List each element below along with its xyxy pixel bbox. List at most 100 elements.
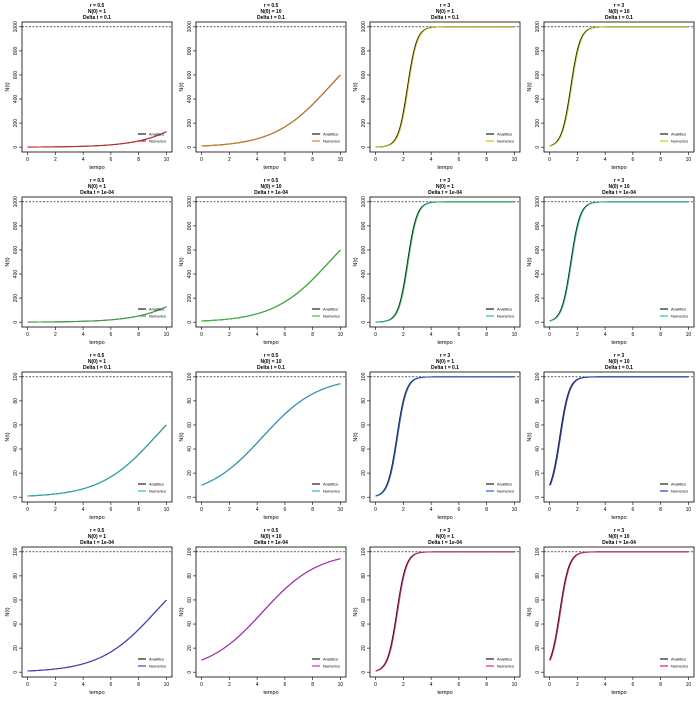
- x-tick-label: 10: [164, 507, 170, 513]
- legend-analitico-label: Analitico: [323, 132, 339, 137]
- x-tick-label: 4: [256, 507, 259, 513]
- x-tick-label: 8: [137, 507, 140, 513]
- y-tick-label: 0: [535, 496, 541, 499]
- y-tick-label: 40: [361, 446, 367, 452]
- x-tick-label: 8: [137, 157, 140, 163]
- y-axis-label: N(t): [353, 432, 359, 441]
- x-tick-label: 2: [54, 157, 57, 163]
- legend-numerico-label: Numerico: [149, 314, 167, 319]
- y-tick-label: 0: [361, 321, 367, 324]
- panel-title-line: N(0) = 1: [88, 9, 106, 15]
- x-tick-label: 6: [457, 682, 460, 688]
- x-tick-label: 0: [548, 682, 551, 688]
- x-tick-label: 10: [512, 507, 518, 513]
- y-tick-label: 80: [13, 573, 19, 579]
- plot-frame: [543, 371, 695, 503]
- legend-numerico-label: Numerico: [671, 489, 689, 494]
- panel-title-line: Delta t = 1e-04: [80, 540, 114, 546]
- x-tick-label: 10: [338, 332, 344, 338]
- y-tick-label: 0: [535, 146, 541, 149]
- series-numerico-line: [375, 551, 515, 672]
- y-tick-label: 600: [361, 71, 367, 80]
- x-tick-label: 0: [26, 332, 29, 338]
- y-tick-label: 800: [13, 221, 19, 230]
- y-tick-label: 1000: [361, 21, 367, 32]
- plot-frame: [543, 21, 695, 153]
- series-numerico-line: [549, 376, 689, 486]
- x-tick-label: 10: [686, 332, 692, 338]
- series-analitico-line: [549, 26, 689, 147]
- x-tick-label: 6: [631, 682, 634, 688]
- legend-analitico-label: Analitico: [149, 132, 165, 137]
- x-tick-label: 2: [576, 507, 579, 513]
- legend-numerico-label: Numerico: [323, 139, 341, 144]
- y-tick-label: 800: [187, 46, 193, 55]
- x-tick-label: 2: [402, 507, 405, 513]
- plot-frame: [369, 21, 521, 153]
- series-numerico-line: [375, 376, 515, 497]
- y-axis-label: N(t): [527, 607, 533, 616]
- legend-analitico-label: Analitico: [149, 482, 165, 487]
- y-tick-label: 200: [361, 119, 367, 128]
- y-tick-label: 100: [13, 547, 19, 556]
- y-tick-label: 60: [361, 597, 367, 603]
- y-tick-label: 0: [13, 671, 19, 674]
- x-tick-label: 2: [228, 332, 231, 338]
- x-tick-label: 6: [631, 157, 634, 163]
- x-axis-label: tempo: [263, 515, 278, 521]
- series-numerico-line: [201, 558, 341, 661]
- x-tick-label: 0: [200, 332, 203, 338]
- x-tick-label: 2: [402, 682, 405, 688]
- panel-title-line: r = 0.5: [264, 353, 279, 359]
- x-tick-label: 4: [430, 682, 433, 688]
- panel-title-line: N(0) = 10: [609, 534, 630, 540]
- series-analitico-line: [27, 424, 167, 497]
- series-analitico-line: [549, 551, 689, 661]
- legend-analitico-label: Analitico: [671, 307, 687, 312]
- plot-frame: [21, 196, 173, 328]
- panel-title-line: r = 3: [614, 353, 625, 359]
- panel-title-line: N(0) = 10: [609, 9, 630, 15]
- panel-title-line: N(0) = 1: [436, 9, 454, 15]
- y-tick-label: 20: [535, 645, 541, 651]
- y-tick-label: 100: [361, 547, 367, 556]
- y-tick-label: 200: [187, 119, 193, 128]
- legend-analitico-label: Analitico: [323, 307, 339, 312]
- x-tick-label: 2: [54, 332, 57, 338]
- y-tick-label: 80: [187, 398, 193, 404]
- x-axis-label: tempo: [263, 165, 278, 171]
- y-axis-label: N(t): [5, 257, 11, 266]
- x-tick-label: 0: [200, 157, 203, 163]
- x-tick-label: 8: [485, 332, 488, 338]
- panel-title-line: N(0) = 10: [609, 184, 630, 190]
- y-tick-label: 400: [13, 95, 19, 104]
- plot-frame: [195, 196, 347, 328]
- y-tick-label: 800: [187, 221, 193, 230]
- x-tick-label: 4: [430, 507, 433, 513]
- y-tick-label: 20: [187, 470, 193, 476]
- x-tick-label: 4: [604, 157, 607, 163]
- y-tick-label: 20: [361, 470, 367, 476]
- panel-title-line: N(0) = 1: [88, 184, 106, 190]
- series-analitico-line: [549, 201, 689, 322]
- series-numerico-line: [375, 26, 515, 148]
- x-tick-label: 6: [631, 332, 634, 338]
- panel-title-line: Delta t = 0.1: [83, 365, 111, 371]
- x-tick-label: 4: [604, 682, 607, 688]
- series-analitico-line: [201, 249, 341, 322]
- y-tick-label: 200: [187, 294, 193, 303]
- x-tick-label: 6: [457, 157, 460, 163]
- series-numerico-line: [201, 249, 341, 322]
- y-tick-label: 0: [361, 671, 367, 674]
- y-tick-label: 100: [187, 372, 193, 381]
- x-tick-label: 4: [604, 332, 607, 338]
- legend-numerico-label: Numerico: [149, 139, 167, 144]
- x-tick-label: 6: [283, 157, 286, 163]
